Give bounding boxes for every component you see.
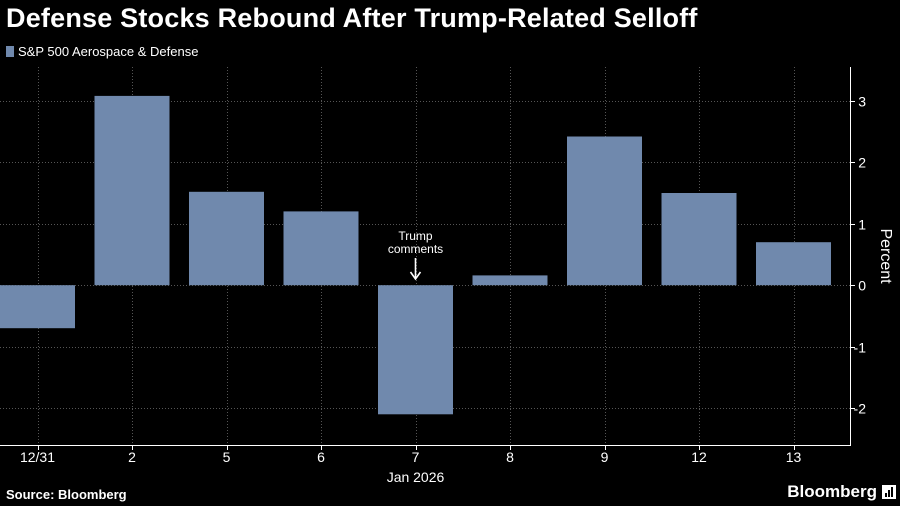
chart-title: Defense Stocks Rebound After Trump-Relat… xyxy=(6,3,698,33)
x-tick-label: 5 xyxy=(223,449,231,465)
brand-name: Bloomberg xyxy=(787,482,877,501)
x-tick-label: 13 xyxy=(786,449,802,465)
bar-6 xyxy=(283,211,359,286)
x-tick-label: 8 xyxy=(506,449,514,465)
tick-labels: 3 2 1 0 -1 -2 12/31 2 5 6 7 8 9 12 13 Jan 2026 Percent xyxy=(20,94,894,486)
y-tick-label: -1 xyxy=(854,340,867,356)
brand: Bloomberg xyxy=(787,482,896,502)
y-tick-label: 2 xyxy=(858,155,866,171)
y-tick-label: 3 xyxy=(858,94,866,110)
bar-5 xyxy=(189,191,264,286)
bar-9 xyxy=(567,136,642,286)
bars xyxy=(0,95,831,415)
bar-12-31 xyxy=(0,285,75,329)
bloomberg-terminal-icon xyxy=(882,485,896,499)
bar-12 xyxy=(661,193,737,286)
y-tick-label: 1 xyxy=(858,217,866,233)
x-tick-label: 6 xyxy=(317,449,325,465)
x-tick-label: 7 xyxy=(412,449,420,465)
bar-8 xyxy=(472,275,548,286)
axes xyxy=(0,67,855,450)
legend: S&P 500 Aerospace & Defense xyxy=(6,44,198,59)
y-axis-label: Percent xyxy=(877,228,894,284)
annotation-arrow-head xyxy=(409,271,422,281)
bar-13 xyxy=(756,242,831,286)
source-note: Source: Bloomberg xyxy=(6,487,127,502)
y-tick-label: 0 xyxy=(858,278,866,294)
legend-label: S&P 500 Aerospace & Defense xyxy=(18,44,199,59)
y-tick-label: -2 xyxy=(854,401,867,417)
x-tick-label: 12/31 xyxy=(20,449,55,465)
x-tick-label: 12 xyxy=(691,449,707,465)
annotation-text: comments xyxy=(388,242,443,256)
bar-7 xyxy=(378,285,453,415)
bar-2 xyxy=(94,95,170,286)
x-tick-label: 2 xyxy=(128,449,136,465)
legend-swatch xyxy=(6,46,14,57)
x-tick-label: 9 xyxy=(601,449,609,465)
x-axis-label: Jan 2026 xyxy=(387,469,445,485)
annotation-text: Trump xyxy=(398,229,433,243)
